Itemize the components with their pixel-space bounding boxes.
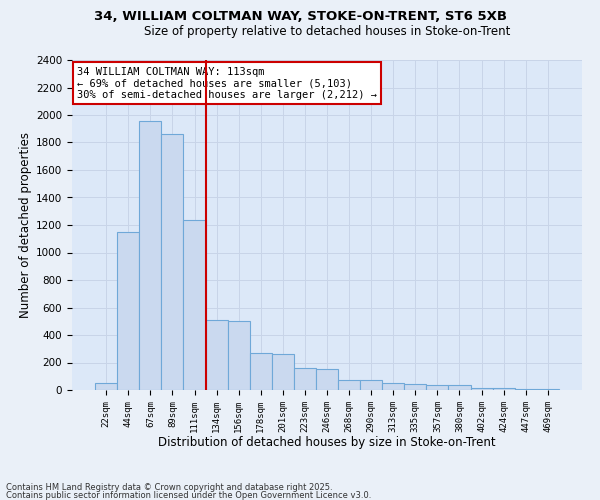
Bar — [427, 385, 448, 390]
Title: Size of property relative to detached houses in Stoke-on-Trent: Size of property relative to detached ho… — [144, 25, 510, 38]
Bar — [184, 220, 206, 390]
Bar — [338, 380, 360, 390]
Bar — [206, 320, 227, 390]
Bar — [515, 389, 537, 390]
Bar — [294, 368, 316, 390]
Bar — [250, 353, 272, 390]
Text: Contains HM Land Registry data © Crown copyright and database right 2025.: Contains HM Land Registry data © Crown c… — [6, 484, 332, 492]
Bar — [448, 385, 470, 390]
Bar — [382, 383, 404, 390]
Text: 34, WILLIAM COLTMAN WAY, STOKE-ON-TRENT, ST6 5XB: 34, WILLIAM COLTMAN WAY, STOKE-ON-TRENT,… — [94, 10, 506, 23]
Text: Contains public sector information licensed under the Open Government Licence v3: Contains public sector information licen… — [6, 490, 371, 500]
Bar — [117, 232, 139, 390]
Bar — [95, 383, 117, 390]
Bar — [161, 134, 184, 390]
Bar — [316, 368, 338, 390]
Bar — [493, 388, 515, 390]
X-axis label: Distribution of detached houses by size in Stoke-on-Trent: Distribution of detached houses by size … — [158, 436, 496, 449]
Bar — [470, 388, 493, 390]
Bar — [360, 380, 382, 390]
Bar — [272, 354, 294, 390]
Y-axis label: Number of detached properties: Number of detached properties — [19, 132, 32, 318]
Text: 34 WILLIAM COLTMAN WAY: 113sqm
← 69% of detached houses are smaller (5,103)
30% : 34 WILLIAM COLTMAN WAY: 113sqm ← 69% of … — [77, 66, 377, 100]
Bar — [404, 384, 427, 390]
Bar — [139, 120, 161, 390]
Bar — [227, 322, 250, 390]
